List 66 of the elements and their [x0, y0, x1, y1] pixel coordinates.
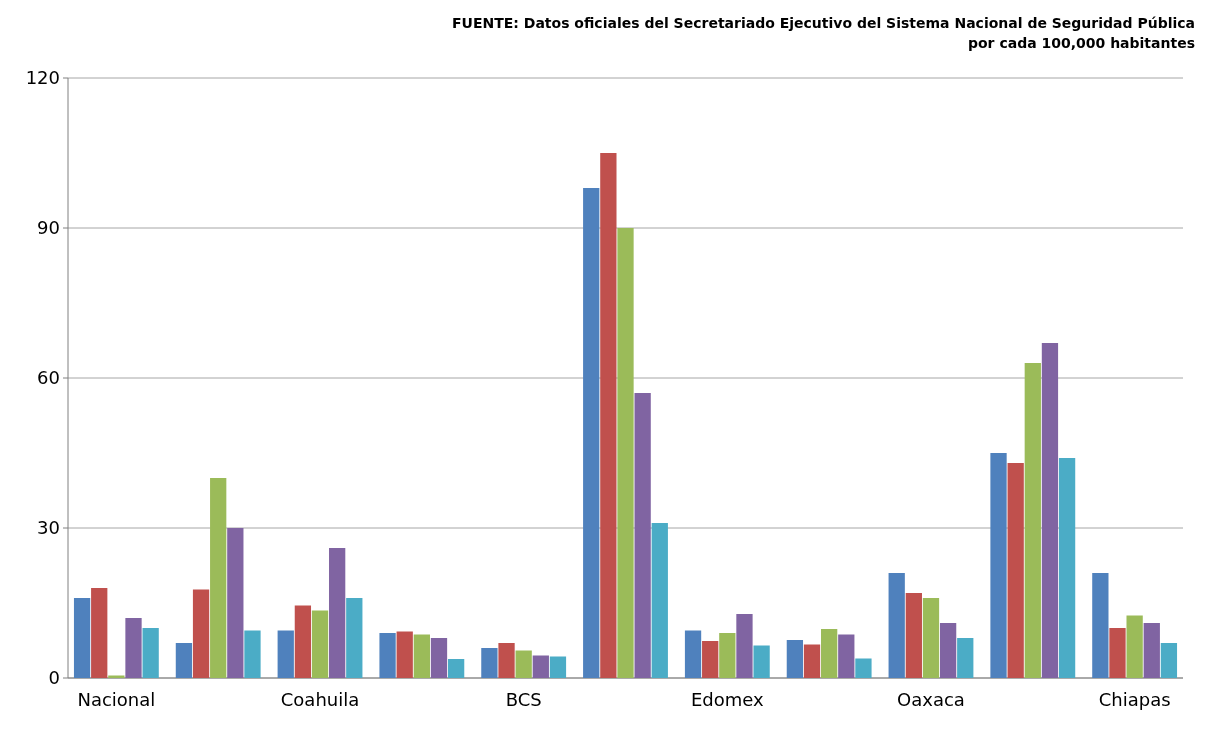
bar — [803, 644, 821, 678]
bar — [379, 633, 396, 678]
bar — [396, 631, 413, 678]
bar — [905, 593, 922, 678]
bar — [413, 634, 430, 678]
bar — [532, 655, 549, 678]
y-tick-label: 60 — [37, 367, 60, 389]
bar — [753, 645, 770, 678]
bar — [1160, 643, 1178, 678]
bar — [888, 573, 905, 678]
bar — [244, 630, 261, 678]
bar — [1041, 343, 1059, 678]
bar — [786, 640, 804, 678]
bar — [1109, 628, 1126, 678]
bar — [702, 641, 719, 678]
bar — [91, 588, 108, 678]
bar — [311, 610, 329, 678]
x-tick-label: Chiapas — [1098, 689, 1171, 710]
bar — [1126, 615, 1143, 678]
bar — [294, 605, 312, 678]
bar — [838, 634, 855, 678]
bar — [957, 638, 974, 678]
x-tick-label: Oaxaca — [897, 689, 965, 710]
bar — [142, 628, 159, 678]
bar — [736, 614, 753, 678]
bar — [515, 650, 532, 678]
bar — [447, 659, 465, 678]
x-tick-label: Coahuila — [280, 689, 360, 710]
bar — [922, 598, 940, 678]
bar — [175, 643, 193, 678]
bar — [600, 153, 617, 678]
bar — [651, 523, 668, 678]
bar — [329, 548, 346, 678]
bar — [939, 623, 957, 678]
bar — [1092, 573, 1109, 678]
y-tick-label: 90 — [37, 217, 60, 239]
bar — [227, 528, 244, 678]
bar — [855, 658, 872, 678]
bar — [1058, 458, 1076, 678]
bar — [549, 656, 567, 678]
bar — [719, 633, 736, 678]
y-tick-label: 30 — [37, 517, 60, 539]
bar — [210, 478, 227, 678]
bar — [1024, 363, 1041, 678]
bar — [277, 630, 294, 678]
bar — [1143, 623, 1160, 678]
bar — [481, 648, 498, 678]
bar — [684, 630, 702, 678]
bar — [192, 589, 210, 678]
bar — [430, 638, 448, 678]
bar — [1007, 463, 1024, 678]
y-tick-label: 0 — [48, 667, 60, 689]
source-note: FUENTE: Datos oficiales del Secretariado Ejecutivo del Sistema Nacional de Seguridad Pública por cada 100,000 habitantes — [451, 15, 1195, 51]
bar — [73, 598, 91, 678]
bar — [498, 643, 515, 678]
y-tick-label: 120 — [25, 67, 60, 89]
bar — [346, 598, 363, 678]
x-tick-label: Nacional — [77, 689, 156, 710]
bar — [634, 393, 651, 678]
bar — [583, 188, 600, 678]
bar — [990, 453, 1007, 678]
bar — [821, 629, 838, 678]
x-tick-label: BCS — [505, 689, 542, 710]
x-tick-label: Edomex — [690, 689, 765, 710]
bar — [617, 228, 634, 678]
bar — [125, 618, 142, 678]
